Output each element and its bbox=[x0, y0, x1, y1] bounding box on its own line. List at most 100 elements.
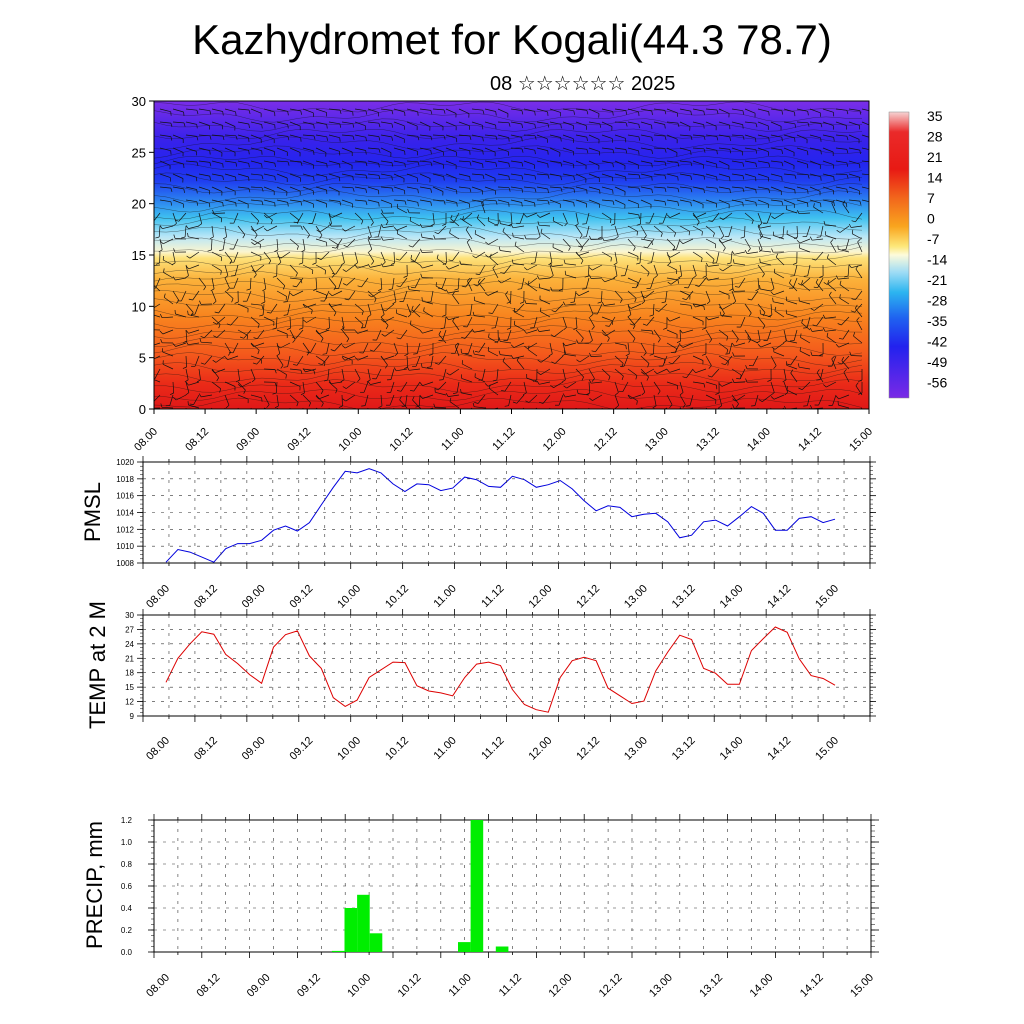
wind-barb-feather bbox=[759, 258, 761, 263]
wind-barb-feather bbox=[148, 326, 149, 330]
wind-barb-feather bbox=[410, 320, 412, 325]
wind-barb bbox=[397, 207, 408, 214]
wind-barb bbox=[250, 186, 263, 189]
wind-barb-feather bbox=[754, 419, 758, 420]
wind-barb bbox=[346, 277, 356, 286]
wind-barb bbox=[855, 212, 863, 223]
wind-barb bbox=[562, 186, 574, 190]
wind-barb bbox=[716, 251, 720, 263]
wind-barb bbox=[393, 186, 405, 191]
wind-barb bbox=[237, 108, 250, 111]
wind-barb-feather bbox=[322, 353, 327, 355]
wind-barb bbox=[861, 199, 869, 202]
wind-barb bbox=[172, 121, 185, 124]
wind-barb-feather bbox=[482, 201, 484, 206]
wind-barb-feather bbox=[185, 329, 189, 334]
wind-barb-feather bbox=[636, 231, 638, 236]
wind-barb bbox=[280, 342, 291, 349]
wind-barb-feather bbox=[472, 402, 475, 407]
wind-barb-feather bbox=[712, 259, 715, 264]
wind-barb bbox=[263, 160, 275, 164]
wind-barb-feather bbox=[742, 175, 745, 180]
wind-barbs bbox=[148, 108, 869, 420]
wind-barb bbox=[698, 277, 707, 287]
wind-barb bbox=[770, 121, 782, 127]
wind-barb bbox=[441, 277, 447, 289]
wind-barb bbox=[188, 329, 200, 334]
temp-y-tick-label: 18 bbox=[125, 669, 134, 678]
wind-barb-feather bbox=[647, 272, 650, 277]
wind-barb bbox=[488, 238, 499, 245]
wind-barb-feather bbox=[826, 332, 829, 337]
contour-line bbox=[154, 163, 863, 177]
wind-barb bbox=[481, 202, 486, 214]
wind-barb-feather bbox=[573, 176, 575, 181]
wind-barb-feather bbox=[823, 384, 827, 388]
wind-barb bbox=[692, 251, 703, 259]
wind-barb bbox=[790, 355, 798, 366]
wind-barb bbox=[211, 173, 223, 177]
wind-barb bbox=[471, 134, 483, 138]
wind-barb-feather bbox=[837, 362, 842, 365]
wind-barb bbox=[276, 121, 288, 125]
wind-barb bbox=[526, 212, 538, 218]
wind-barb-feather bbox=[378, 163, 380, 168]
wind-barb bbox=[296, 355, 304, 366]
wind-barb bbox=[305, 368, 317, 373]
temp-x-tick-label: 15.00 bbox=[813, 735, 841, 763]
wind-barb-feather bbox=[719, 268, 723, 272]
wind-barb bbox=[211, 186, 223, 192]
wind-barb bbox=[289, 368, 301, 371]
wind-barb bbox=[773, 394, 785, 400]
pmsl-x-ticks bbox=[142, 456, 871, 569]
wind-barb-feather bbox=[170, 136, 173, 141]
wind-barb bbox=[588, 173, 600, 179]
wind-barb bbox=[853, 335, 863, 344]
wind-barb bbox=[276, 290, 287, 297]
wind-barb bbox=[687, 277, 694, 289]
wind-barb bbox=[774, 212, 785, 219]
wind-barb-feather bbox=[664, 201, 667, 206]
wind-barb bbox=[601, 160, 613, 164]
wind-barb bbox=[315, 225, 323, 236]
wind-barb bbox=[799, 238, 811, 244]
wind-barb bbox=[449, 368, 460, 376]
wind-barb bbox=[237, 147, 249, 151]
wind-barb bbox=[154, 303, 161, 309]
wind-barb bbox=[492, 303, 499, 314]
wind-barb-feather bbox=[823, 282, 828, 285]
wind-barb-feather bbox=[417, 189, 419, 194]
wind-barb-feather bbox=[682, 404, 686, 408]
wind-barb bbox=[224, 199, 236, 203]
wind-barb bbox=[527, 264, 538, 271]
wind-barb bbox=[497, 199, 509, 204]
wind-barb-feather bbox=[450, 214, 453, 219]
wind-barb bbox=[523, 134, 536, 137]
wind-barb-feather bbox=[534, 188, 537, 193]
wind-barb bbox=[445, 134, 457, 139]
wind-barb bbox=[263, 316, 275, 323]
wind-barb-feather bbox=[642, 323, 648, 326]
wind-barb bbox=[315, 108, 327, 113]
wind-barb bbox=[315, 277, 318, 290]
wind-barb bbox=[380, 199, 392, 205]
wind-barb-feather bbox=[393, 227, 398, 231]
wind-barb-feather bbox=[209, 135, 212, 140]
wind-barb-feather bbox=[634, 298, 637, 303]
wind-barb bbox=[412, 303, 421, 313]
wind-barb bbox=[496, 368, 499, 380]
wind-barb-feather bbox=[851, 220, 856, 223]
wind-barb bbox=[614, 355, 624, 364]
wind-barb-feather bbox=[742, 202, 744, 207]
heatmap-x-tick-label: 14.12 bbox=[796, 426, 824, 454]
wind-barb bbox=[757, 134, 769, 138]
wind-barb bbox=[754, 394, 759, 406]
wind-barb-feather bbox=[534, 135, 537, 140]
pmsl-y-tick-label: 1012 bbox=[116, 525, 134, 534]
wind-barb bbox=[380, 108, 392, 111]
wind-barb bbox=[477, 394, 486, 404]
wind-barb bbox=[406, 160, 419, 163]
wind-barb-feather bbox=[521, 202, 523, 207]
wind-barb bbox=[367, 407, 369, 409]
wind-barb-feather bbox=[589, 313, 594, 318]
